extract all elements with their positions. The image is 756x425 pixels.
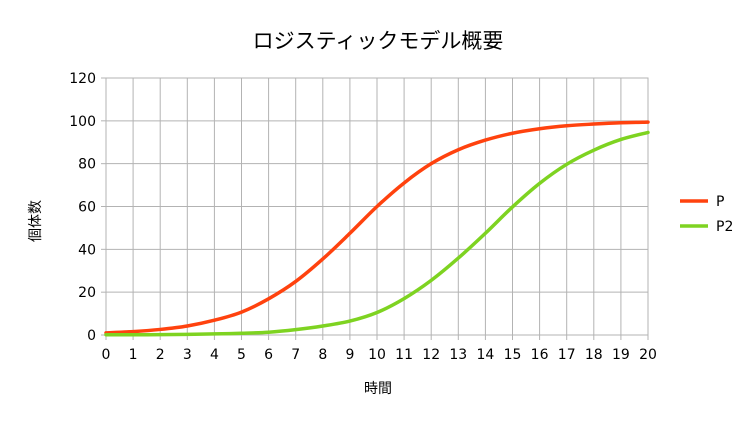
- x-tick-label: 14: [476, 347, 494, 363]
- data-point-p: [592, 123, 595, 126]
- y-axis-label: 個体数: [28, 200, 44, 242]
- data-point-p2: [484, 232, 487, 235]
- data-point-p2: [592, 149, 595, 152]
- data-point-p2: [430, 279, 433, 282]
- data-point-p2: [376, 311, 379, 314]
- data-point-p: [430, 162, 433, 165]
- plot-frame: [105, 77, 649, 336]
- x-tick-label: 12: [422, 347, 440, 363]
- data-point-p: [619, 121, 622, 124]
- plot-series: [104, 120, 650, 337]
- y-tick-label: 20: [78, 285, 96, 301]
- data-point-p2: [105, 333, 108, 336]
- data-point-p2: [240, 332, 243, 335]
- y-tick-label: 100: [69, 114, 96, 130]
- x-tick-label: 6: [264, 347, 273, 363]
- legend-label-p: P: [716, 194, 724, 210]
- data-point-p2: [348, 320, 351, 323]
- data-point-p: [348, 232, 351, 235]
- x-tick-label: 5: [237, 347, 246, 363]
- x-tick-label: 10: [368, 347, 386, 363]
- data-point-p2: [267, 331, 270, 334]
- x-tick-label: 13: [449, 347, 467, 363]
- data-point-p: [403, 181, 406, 184]
- data-point-p: [240, 311, 243, 314]
- legend: P P2: [680, 194, 733, 235]
- data-point-p: [186, 325, 189, 328]
- data-point-p2: [159, 333, 162, 336]
- x-tick-label: 15: [504, 347, 522, 363]
- data-point-p: [376, 205, 379, 208]
- data-point-p2: [511, 205, 514, 208]
- data-point-p2: [619, 138, 622, 141]
- series-line-p2: [104, 130, 650, 337]
- data-point-p: [457, 148, 460, 151]
- chart-title: ロジスティックモデル概要: [253, 29, 504, 53]
- y-tick-label: 40: [78, 242, 96, 258]
- y-tick-label: 0: [87, 328, 96, 344]
- data-point-p2: [457, 257, 460, 260]
- data-point-p2: [132, 333, 135, 336]
- data-point-p2: [186, 333, 189, 336]
- x-tick-label: 9: [345, 347, 354, 363]
- data-point-p2: [213, 332, 216, 335]
- series-line-p: [104, 120, 650, 335]
- data-point-p: [213, 319, 216, 322]
- x-tick-label: 8: [318, 347, 327, 363]
- x-tick-label: 7: [291, 347, 300, 363]
- data-point-p: [565, 124, 568, 127]
- x-tick-label: 3: [183, 347, 192, 363]
- data-point-p2: [647, 131, 650, 134]
- data-point-p2: [321, 325, 324, 328]
- x-tick-label: 17: [558, 347, 576, 363]
- data-point-p: [294, 280, 297, 283]
- legend-label-p2: P2: [716, 219, 733, 235]
- x-tick-label: 19: [612, 347, 630, 363]
- data-point-p2: [565, 163, 568, 166]
- data-point-p: [159, 328, 162, 331]
- x-tick-label: 2: [156, 347, 165, 363]
- data-point-p: [132, 330, 135, 333]
- data-point-p: [267, 297, 270, 300]
- data-point-p: [484, 139, 487, 142]
- data-point-p: [511, 132, 514, 135]
- data-point-p2: [538, 182, 541, 185]
- x-tick-label: 1: [129, 347, 138, 363]
- x-tick-label: 20: [639, 347, 657, 363]
- x-tick-label: 4: [210, 347, 219, 363]
- data-point-p: [538, 127, 541, 130]
- x-tick-label: 11: [395, 347, 413, 363]
- x-tick-label: 0: [102, 347, 111, 363]
- x-tick-label: 16: [531, 347, 549, 363]
- data-point-p: [321, 257, 324, 260]
- x-tick-label: 18: [585, 347, 603, 363]
- y-tick-label: 60: [78, 200, 96, 216]
- y-tick-label: 80: [78, 157, 96, 173]
- data-point-p2: [403, 297, 406, 300]
- x-axis-label: 時間: [364, 381, 392, 397]
- data-point-p: [647, 121, 650, 124]
- data-point-p2: [294, 328, 297, 331]
- y-tick-label: 120: [69, 71, 96, 87]
